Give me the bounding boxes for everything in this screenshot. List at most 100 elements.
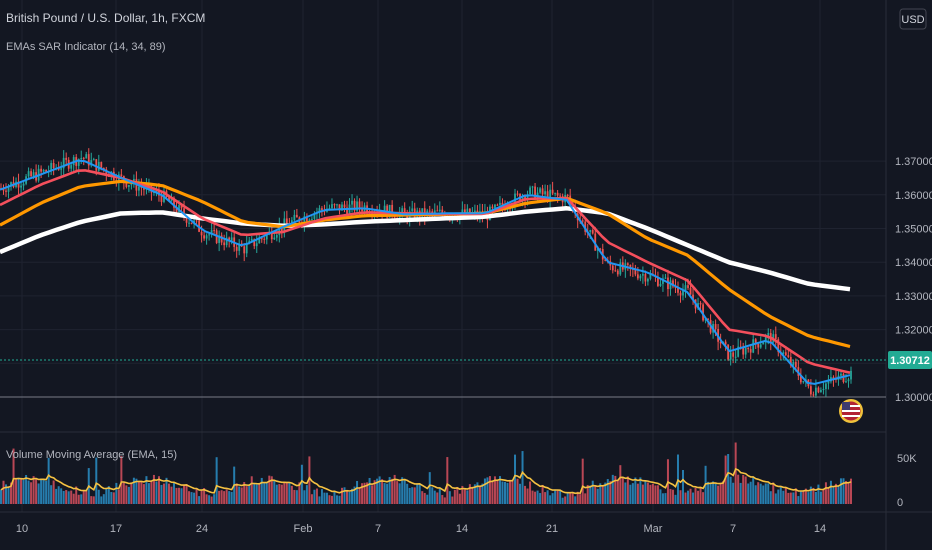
candle-body [331, 204, 333, 209]
candle-body [581, 220, 584, 222]
candle-body [641, 274, 644, 276]
candle-body [278, 225, 281, 236]
candle-body [318, 208, 321, 213]
candle-body [260, 238, 263, 240]
volume-bar [250, 476, 253, 504]
candle-body [639, 275, 642, 279]
candle-body [551, 189, 554, 194]
volume-bar [601, 485, 604, 504]
volume-bar [534, 491, 537, 504]
volume-bar [295, 490, 298, 504]
volume-bar [37, 483, 40, 504]
volume-bar [794, 488, 797, 504]
candle-body [52, 162, 55, 169]
volume-bar [436, 492, 439, 504]
volume-bar [0, 489, 2, 504]
volume-bar [107, 486, 110, 504]
volume-bar [847, 482, 850, 504]
candle-body [10, 182, 12, 187]
volume-bar [205, 494, 208, 504]
volume-bar [639, 477, 642, 504]
volume-bar [50, 485, 53, 504]
currency-button[interactable]: USD [899, 8, 927, 30]
candle-body [180, 205, 183, 209]
ema-14-line [0, 159, 851, 385]
volume-bar [631, 483, 634, 504]
volume-tick-label: 50K [897, 453, 917, 465]
volume-bar [70, 490, 73, 504]
volume-bar [198, 496, 201, 504]
volume-bar [157, 476, 160, 504]
volume-bar [142, 484, 145, 504]
candle-body [789, 356, 792, 366]
volume-bar [839, 478, 842, 504]
volume-bar [203, 488, 206, 504]
volume-bar [208, 495, 211, 504]
candle-body [195, 220, 198, 222]
volume-bar [110, 492, 113, 504]
volume-bar [438, 488, 441, 504]
candle-body [757, 343, 760, 348]
candle-body [270, 231, 273, 240]
us-flag-icon[interactable] [839, 399, 863, 423]
volume-bar [353, 486, 356, 504]
candle-body [42, 169, 45, 172]
volume-bar [140, 481, 143, 504]
price-tick-label: 1.36000 [895, 190, 932, 202]
indicator-legend[interactable]: EMAs SAR Indicator (14, 34, 89) [6, 41, 166, 53]
volume-bar [42, 479, 45, 504]
volume-bar [651, 483, 654, 504]
volume-bar [782, 490, 785, 504]
volume-bar [333, 490, 336, 504]
volume-bar [594, 486, 597, 504]
candle-body [636, 274, 639, 279]
volume-bar [338, 495, 341, 504]
candle-body [619, 262, 622, 275]
candle-body [97, 161, 100, 171]
volume-bar [817, 484, 820, 504]
volume-legend[interactable]: Volume Moving Average (EMA, 15) [6, 449, 177, 461]
symbol-title[interactable]: British Pound / U.S. Dollar, 1h, FXCM [6, 11, 205, 25]
volume-bar [240, 487, 243, 504]
volume-bar [127, 486, 130, 504]
volume-bar [722, 481, 725, 504]
volume-bar [85, 490, 88, 504]
volume-bar [699, 486, 702, 504]
candle-body [175, 207, 178, 212]
current-price-label: 1.30712 [890, 355, 930, 367]
volume-bar [646, 482, 649, 504]
volume-bar [225, 489, 228, 504]
volume-bar [97, 489, 100, 504]
volume-bar [328, 495, 331, 504]
candle-body [285, 218, 288, 224]
candle-body [393, 215, 396, 218]
candle-body [737, 346, 740, 357]
current-price-badge: 1.30712 [888, 351, 932, 369]
candle-body [629, 264, 632, 269]
volume-bar [506, 482, 509, 504]
grid-lines [0, 0, 886, 512]
volume-tick-label: 0 [897, 497, 903, 509]
time-tick-label: 10 [16, 523, 28, 535]
candle-body [764, 336, 767, 343]
volume-bar [508, 480, 511, 504]
currency-button-label: USD [901, 14, 924, 26]
candle-body [732, 352, 735, 357]
volume-bar [478, 486, 481, 504]
volume-bar [468, 484, 471, 504]
candle-body [441, 209, 444, 214]
volume-bar [749, 481, 752, 504]
volume-bar [789, 492, 792, 504]
volume-bar [238, 486, 241, 504]
volume-bar [92, 496, 95, 504]
volume-bar [343, 487, 346, 504]
candle-body [762, 342, 765, 345]
candle-body [173, 197, 175, 208]
volume-bar [661, 493, 664, 504]
candle-body [754, 339, 757, 344]
volume-bar [599, 483, 602, 504]
time-tick-label: 14 [814, 523, 826, 535]
volume-bar [488, 476, 491, 504]
price-tick-label: 1.37000 [895, 156, 932, 168]
